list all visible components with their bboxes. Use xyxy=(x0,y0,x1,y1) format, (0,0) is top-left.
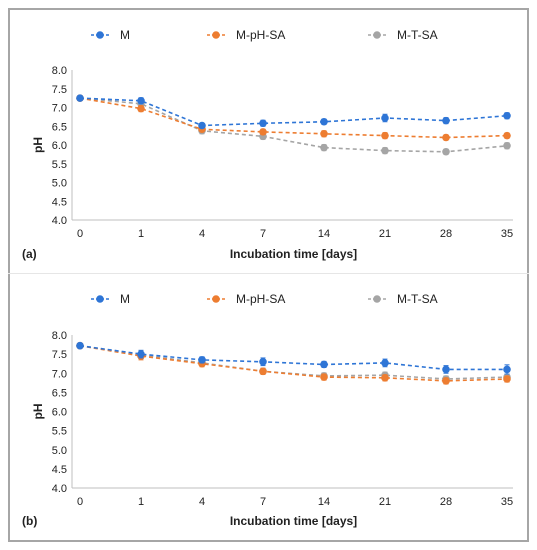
y-tick-label: 7.0 xyxy=(52,368,67,380)
series-line-m-ph-sa xyxy=(79,344,508,382)
y-tick-label: 5.0 xyxy=(52,178,67,190)
y-tick-label: 4.5 xyxy=(52,464,67,476)
chart-panel-b: 4.04.55.05.56.06.57.07.58.00 1 4 7 14 21 28 35I… xyxy=(22,292,513,528)
legend-label: M xyxy=(120,292,130,306)
data-point xyxy=(503,111,511,120)
x-tick-label: 28 xyxy=(440,496,452,508)
x-tick-label: 21 xyxy=(379,496,391,508)
x-tick-label: 35 xyxy=(501,496,513,508)
data-point xyxy=(320,129,328,138)
x-axis-title: Incubation time [days] xyxy=(230,514,357,528)
x-tick-label: 35 xyxy=(501,228,513,240)
y-tick-label: 6.5 xyxy=(52,121,67,133)
data-point xyxy=(320,373,328,381)
panel-label: (a) xyxy=(22,247,37,261)
panel-divider xyxy=(8,273,529,274)
x-tick-label: 0 xyxy=(77,228,83,240)
x-tick-label: 1 xyxy=(138,228,144,240)
y-axis-title: pH xyxy=(31,137,45,153)
data-point xyxy=(442,133,450,142)
legend-marker xyxy=(212,31,220,39)
y-tick-label: 5.5 xyxy=(52,159,67,171)
data-point xyxy=(381,131,389,140)
data-point xyxy=(503,365,511,374)
data-point xyxy=(259,128,267,136)
data-point xyxy=(381,146,389,155)
x-tick-label: 0 xyxy=(77,496,83,508)
legend-marker xyxy=(96,295,104,303)
x-tick-label: 28 xyxy=(440,228,452,240)
panel-label: (b) xyxy=(22,514,37,528)
legend-marker xyxy=(373,31,381,39)
data-point xyxy=(503,141,511,150)
data-point xyxy=(198,356,206,364)
y-tick-label: 4.5 xyxy=(52,196,67,208)
data-point xyxy=(137,104,145,113)
y-tick-label: 4.0 xyxy=(52,215,67,227)
data-point xyxy=(76,94,84,102)
data-point xyxy=(137,96,145,105)
data-point xyxy=(320,360,328,369)
data-point xyxy=(381,359,389,367)
y-tick-label: 7.0 xyxy=(52,103,67,115)
x-axis-title: Incubation time [days] xyxy=(230,247,357,261)
x-tick-label: 4 xyxy=(199,228,205,240)
y-axis-title: pH xyxy=(31,404,45,420)
legend-label: M-pH-SA xyxy=(236,292,285,306)
data-point xyxy=(442,377,450,385)
data-point xyxy=(503,375,511,383)
data-point xyxy=(76,341,84,350)
x-tick-label: 14 xyxy=(318,228,330,240)
data-point xyxy=(503,131,511,140)
x-tick-label: 7 xyxy=(260,228,266,240)
figure-frame xyxy=(8,8,529,542)
series-line-m xyxy=(79,97,508,127)
x-tick-label: 14 xyxy=(318,496,330,508)
data-point xyxy=(259,367,267,376)
chart-panel-a: 4.04.55.05.56.06.57.07.58.00 1 4 7 14 21 28 35I… xyxy=(22,28,513,261)
legend-label: M-T-SA xyxy=(397,292,438,306)
legend-label: M-pH-SA xyxy=(236,28,285,42)
y-tick-label: 6.5 xyxy=(52,387,67,399)
legend-label: M-T-SA xyxy=(397,28,438,42)
data-point xyxy=(198,121,206,130)
x-tick-label: 4 xyxy=(199,496,205,508)
y-tick-label: 8.0 xyxy=(52,330,67,342)
series-line-m-ph-sa xyxy=(79,97,508,139)
series-line-m-t-sa xyxy=(79,344,508,380)
data-point xyxy=(381,374,389,382)
data-point xyxy=(320,117,328,126)
data-point xyxy=(442,116,450,125)
data-point xyxy=(442,147,450,156)
legend-label: M xyxy=(120,28,130,42)
y-tick-label: 6.0 xyxy=(52,407,67,419)
y-tick-label: 5.5 xyxy=(52,426,67,438)
y-tick-label: 5.0 xyxy=(52,445,67,457)
legend-marker xyxy=(373,295,381,303)
data-point xyxy=(442,365,450,374)
data-point xyxy=(381,114,389,122)
series-line-m-t-sa xyxy=(79,97,508,153)
data-point xyxy=(259,357,267,366)
x-tick-label: 7 xyxy=(260,496,266,508)
legend-marker xyxy=(212,295,220,303)
y-tick-label: 6.0 xyxy=(52,140,67,152)
y-tick-label: 8.0 xyxy=(52,65,67,77)
x-tick-label: 1 xyxy=(138,496,144,508)
x-tick-label: 21 xyxy=(379,228,391,240)
data-point xyxy=(320,143,328,152)
y-tick-label: 7.5 xyxy=(52,84,67,96)
data-point xyxy=(137,350,145,358)
legend-marker xyxy=(96,31,104,39)
series-line-m xyxy=(79,344,507,371)
y-tick-label: 7.5 xyxy=(52,349,67,361)
y-tick-label: 4.0 xyxy=(52,483,67,495)
data-point xyxy=(259,119,267,128)
